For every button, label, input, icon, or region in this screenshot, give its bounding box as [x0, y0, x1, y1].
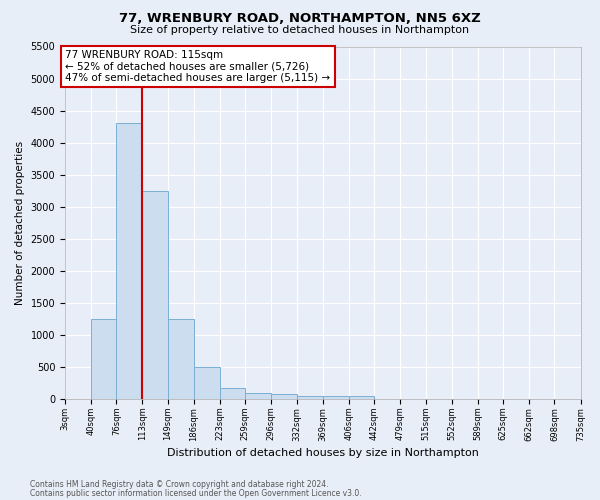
Bar	[142, 190, 168, 399]
Text: Size of property relative to detached houses in Northampton: Size of property relative to detached ho…	[130, 25, 470, 35]
Text: 77 WRENBURY ROAD: 115sqm
← 52% of detached houses are smaller (5,726)
47% of sem: 77 WRENBURY ROAD: 115sqm ← 52% of detach…	[65, 50, 331, 83]
Bar	[271, 394, 297, 399]
Bar	[323, 396, 349, 399]
Bar	[349, 396, 374, 399]
Text: Contains HM Land Registry data © Crown copyright and database right 2024.: Contains HM Land Registry data © Crown c…	[30, 480, 329, 489]
Bar	[168, 319, 194, 399]
Bar	[220, 388, 245, 399]
Bar	[245, 392, 271, 399]
Text: 77, WRENBURY ROAD, NORTHAMPTON, NN5 6XZ: 77, WRENBURY ROAD, NORTHAMPTON, NN5 6XZ	[119, 12, 481, 26]
X-axis label: Distribution of detached houses by size in Northampton: Distribution of detached houses by size …	[167, 448, 479, 458]
Bar	[116, 124, 142, 399]
Bar	[91, 319, 116, 399]
Text: Contains public sector information licensed under the Open Government Licence v3: Contains public sector information licen…	[30, 488, 362, 498]
Bar	[194, 367, 220, 399]
Y-axis label: Number of detached properties: Number of detached properties	[15, 140, 25, 305]
Bar	[297, 396, 323, 399]
